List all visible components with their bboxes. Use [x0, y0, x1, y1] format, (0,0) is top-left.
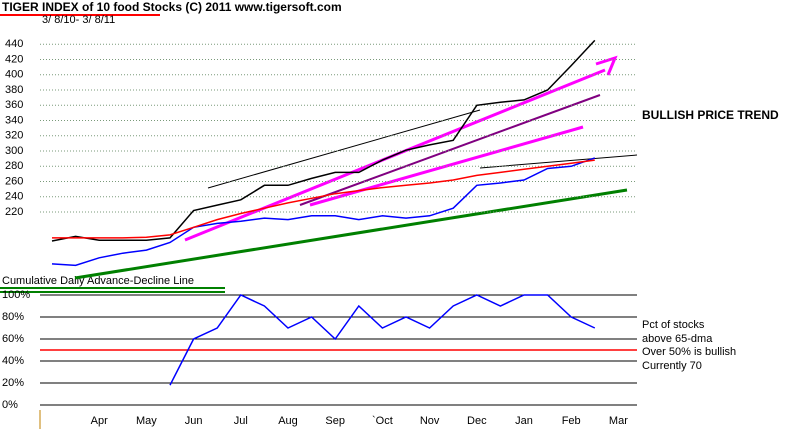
channel-line — [479, 154, 638, 169]
x-tick-label: Sep — [325, 415, 345, 427]
y-tick-label: 380 — [5, 84, 23, 96]
y-tick-label: 400 — [5, 69, 23, 81]
y-tick-label: 360 — [5, 99, 23, 111]
y-tick-label: 80% — [2, 311, 24, 323]
arrow-head — [595, 55, 618, 76]
x-tick-label: Nov — [420, 415, 440, 427]
x-tick-label: Feb — [562, 415, 581, 427]
x-tick-label: Apr — [91, 415, 108, 427]
x-tick-label: Jun — [185, 415, 203, 427]
channel-line — [207, 109, 481, 189]
x-tick-label: `Oct — [372, 415, 393, 427]
y-tick-label: 20% — [2, 377, 24, 389]
trend-line — [299, 94, 601, 206]
ad-line-label: Cumulative Daily Advance-Decline Line — [2, 275, 194, 287]
x-tick-label: Aug — [278, 415, 298, 427]
y-tick-label: 300 — [5, 145, 23, 157]
y-tick-label: 240 — [5, 191, 23, 203]
x-tick-label: May — [136, 415, 157, 427]
y-tick-label: 100% — [2, 289, 30, 301]
y-tick-label: 340 — [5, 114, 23, 126]
y-tick-label: 440 — [5, 38, 23, 50]
x-tick-label: Jul — [234, 415, 248, 427]
data-line — [169, 294, 596, 386]
y-tick-label: 280 — [5, 160, 23, 172]
legend-note: Over 50% is bullish — [642, 346, 736, 358]
legend-note: above 65-dma — [642, 333, 713, 345]
chart-title: TIGER INDEX of 10 food Stocks (C) 2011 w… — [2, 0, 342, 14]
y-tick-label: 0% — [2, 399, 18, 411]
y-tick-label: 220 — [5, 206, 23, 218]
legend-note: Currently 70 — [642, 360, 702, 372]
y-tick-label: 420 — [5, 53, 23, 65]
trend-arrow — [309, 125, 584, 207]
data-line — [51, 39, 596, 242]
trend-label: BULLISH PRICE TREND — [642, 108, 779, 122]
data-line — [52, 159, 595, 239]
x-tick-label: Mar — [609, 415, 628, 427]
y-tick-label: 40% — [2, 355, 24, 367]
x-tick-label: Dec — [467, 415, 487, 427]
data-line — [51, 157, 596, 267]
legend-note: Pct of stocks — [642, 319, 705, 331]
x-tick-label: Jan — [515, 415, 533, 427]
support-line — [74, 188, 628, 280]
y-tick-label: 260 — [5, 175, 23, 187]
y-tick-label: 60% — [2, 333, 24, 345]
date-range: 3/ 8/10- 3/ 8/11 — [42, 14, 115, 26]
y-tick-label: 320 — [5, 130, 23, 142]
